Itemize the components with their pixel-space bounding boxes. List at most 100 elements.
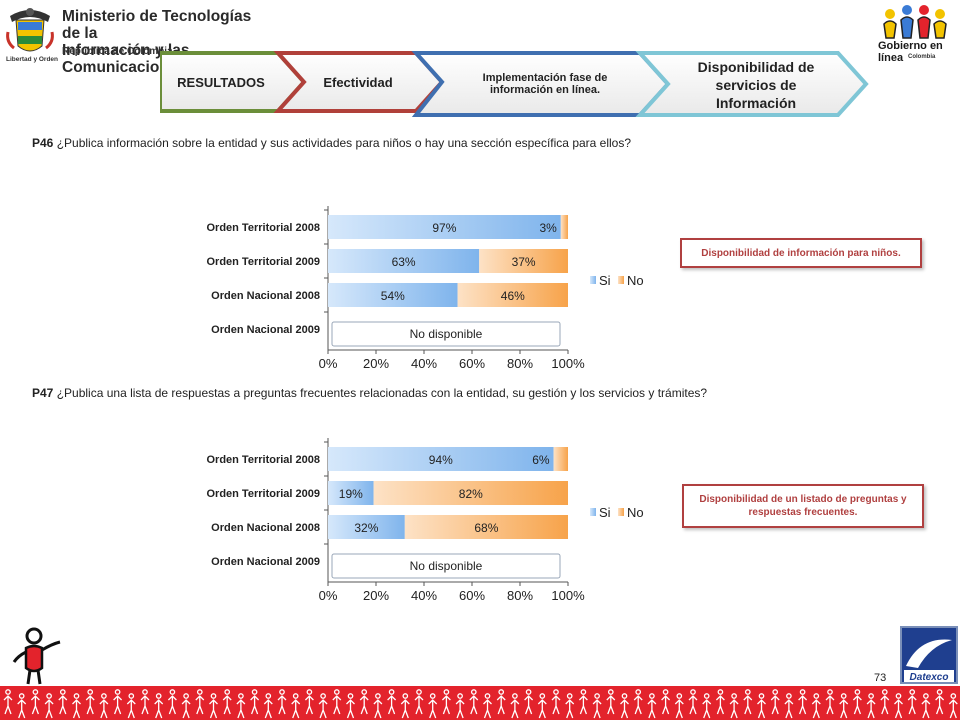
- strip-figure-body: [154, 699, 164, 719]
- strip-figure-body: [167, 695, 177, 715]
- strip-figure-body: [757, 699, 766, 719]
- bar-no: [479, 249, 568, 273]
- strip-figure-head: [895, 693, 902, 699]
- x-tick-label: 20%: [363, 356, 389, 371]
- strip-figure-head: [744, 689, 751, 695]
- strip-figure-head: [443, 689, 450, 695]
- step-4-chevron: [635, 51, 869, 117]
- data-label-si: 63%: [392, 255, 416, 269]
- question-p47-number: P47: [32, 386, 54, 400]
- legend-swatch-no: [618, 276, 624, 284]
- strip-figure-body: [414, 695, 424, 715]
- category-label: Orden Territorial 2008: [206, 222, 320, 234]
- x-tick-label: 40%: [411, 356, 437, 371]
- strip-figure-body: [3, 695, 13, 715]
- strip-figure-body: [30, 695, 40, 715]
- strip-figure-body: [551, 695, 561, 715]
- strip-figure-head: [251, 689, 258, 695]
- strip-figure-body: [578, 695, 588, 715]
- strip-figure-head: [827, 689, 833, 695]
- strip-figure-body: [866, 699, 876, 719]
- strip-figure-head: [594, 693, 600, 699]
- strip-figure-body: [565, 699, 575, 719]
- strip-figure-head: [607, 689, 614, 695]
- strip-figure-head: [101, 693, 107, 699]
- unavailable-box: [331, 553, 561, 579]
- datexco-label: Datexco: [910, 672, 949, 683]
- legend-label-no: No: [627, 273, 644, 288]
- strip-figure-body: [880, 695, 890, 715]
- strip-figure-head: [5, 689, 11, 695]
- strip-figure-body: [524, 695, 534, 715]
- ministry-name: Ministerio de Tecnologías de la Informac…: [62, 8, 252, 76]
- unavailable-label: No disponible: [410, 559, 483, 573]
- strip-figure-body: [387, 695, 397, 715]
- strip-figure-head: [936, 689, 943, 695]
- category-label: Orden Nacional 2009: [211, 324, 320, 336]
- strip-figure-head: [361, 689, 368, 695]
- strip-figure-body: [140, 695, 150, 715]
- bar-si: [328, 283, 458, 307]
- strip-figure-body: [620, 699, 629, 719]
- bar-si: [328, 481, 374, 505]
- step-implementacion[interactable]: Implementación fase de información en lí…: [482, 72, 608, 96]
- strip-figure-head: [635, 689, 642, 695]
- strip-figure-head: [950, 693, 957, 699]
- strip-figure-head: [320, 693, 326, 699]
- strip-figure-head: [155, 693, 162, 699]
- strip-figure-body: [250, 695, 260, 715]
- strip-figure-body: [455, 699, 465, 719]
- step-efectividad[interactable]: Efectividad: [323, 74, 393, 90]
- unavailable-label: No disponible: [410, 327, 483, 341]
- chart-p46: Orden Territorial 2008 97% 3% Orden Territo…: [206, 206, 644, 371]
- strip-figure-body: [606, 695, 616, 715]
- gel-title: Gobierno en línea: [878, 40, 943, 64]
- strip-figure-head: [758, 693, 765, 699]
- strip-figure-body: [907, 695, 917, 715]
- strip-figure-head: [868, 693, 874, 699]
- strip-figure-body: [811, 699, 821, 719]
- strip-figure-head: [813, 693, 820, 699]
- data-label-si: 94%: [429, 453, 453, 467]
- legend-swatch-no: [618, 508, 624, 516]
- strip-figure-body: [537, 699, 547, 719]
- question-p46: P46 ¿Publica información sobre la entida…: [32, 136, 631, 150]
- strip-figure-body: [304, 695, 314, 715]
- data-label-no: 46%: [501, 289, 525, 303]
- bar-no: [404, 515, 568, 539]
- strip-figure-head: [484, 693, 491, 699]
- strip-figure-body: [743, 695, 753, 715]
- strip-figure-head: [333, 689, 340, 695]
- strip-figure-head: [265, 693, 272, 699]
- step-resultados[interactable]: RESULTADOS: [177, 74, 265, 90]
- x-tick-label: 80%: [507, 356, 533, 371]
- strip-figure-body: [126, 699, 136, 719]
- strip-figure-head: [375, 693, 381, 699]
- note-p46: Disponibilidad de información para niños…: [680, 238, 922, 268]
- strip-figure-body: [58, 695, 68, 715]
- x-tick-label: 40%: [411, 588, 437, 603]
- step-disponibilidad[interactable]: Disponibilidad de servicios de Informaci…: [697, 59, 815, 111]
- question-p46-number: P46: [32, 136, 54, 150]
- strip-figure-body: [770, 695, 780, 715]
- strip-figure-body: [236, 699, 246, 719]
- unavailable-box: [331, 321, 561, 347]
- strip-figure-body: [263, 699, 273, 719]
- bar-no: [457, 283, 568, 307]
- strip-figure-body: [935, 695, 945, 715]
- strip-figure-head: [279, 689, 285, 695]
- strip-figure-head: [416, 689, 422, 695]
- strip-figure-head: [649, 693, 655, 699]
- strip-figure-body: [99, 699, 109, 719]
- strip-figure-body: [798, 695, 808, 715]
- strip-figure-head: [470, 689, 477, 695]
- strip-figure-head: [292, 693, 299, 699]
- strip-figure-head: [429, 693, 436, 699]
- strip-figure-body: [948, 699, 958, 719]
- data-label-si: 54%: [381, 289, 405, 303]
- legend-swatch-si: [590, 508, 596, 516]
- strip-figure-head: [553, 689, 559, 695]
- strip-figure-head: [881, 689, 888, 695]
- category-label: Orden Territorial 2009: [206, 488, 320, 500]
- bar-si: [328, 447, 554, 471]
